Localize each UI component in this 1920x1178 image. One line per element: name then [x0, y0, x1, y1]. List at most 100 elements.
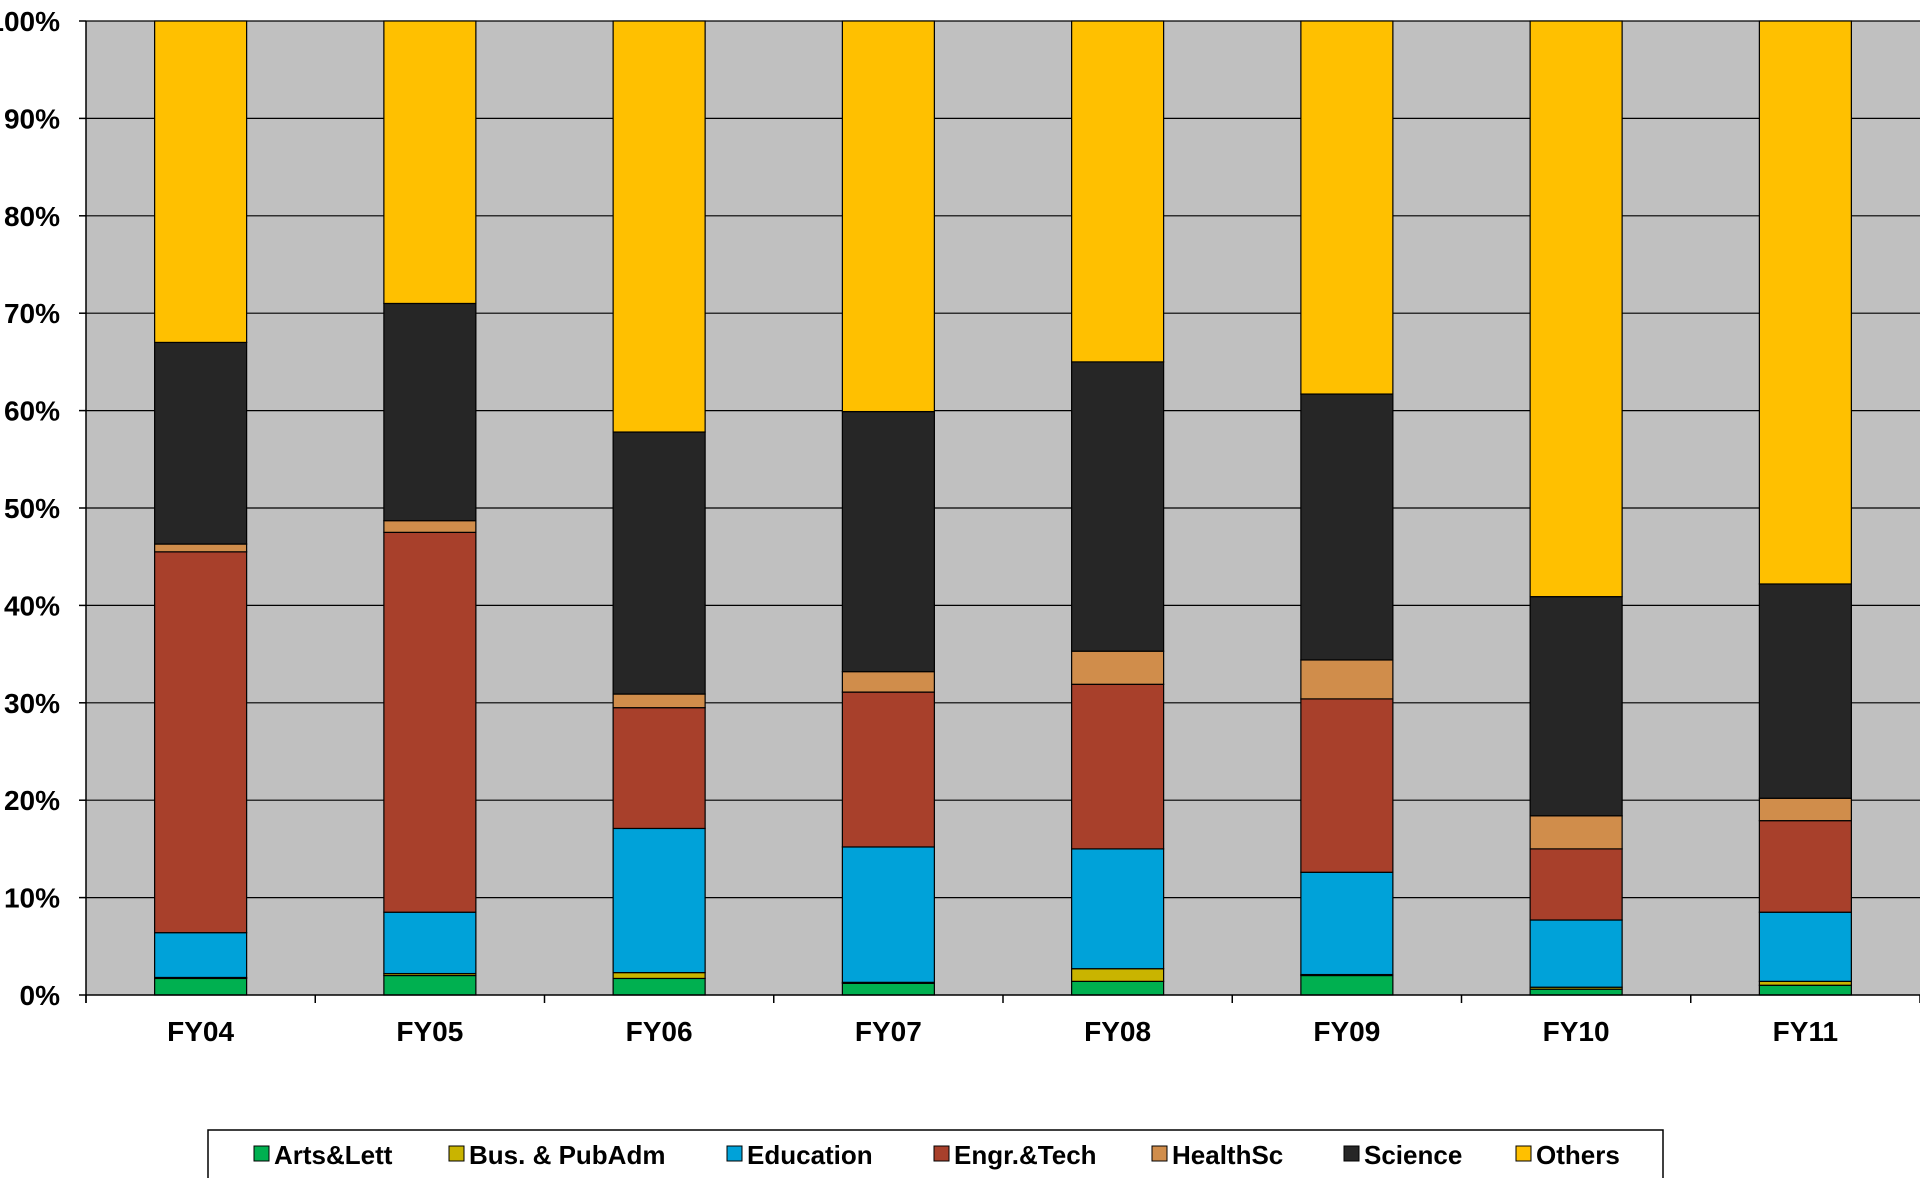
- bar-segment-fy08-healthsc: [1071, 650, 1165, 685]
- y-tick-label: 40%: [4, 590, 60, 621]
- legend-label: HealthSc: [1172, 1140, 1283, 1170]
- x-tick-label-fy06: FY06: [626, 1016, 693, 1047]
- bar-segment-fy07-engr-tech: [841, 691, 935, 848]
- bar-segment-fy06-engr-tech: [612, 707, 706, 830]
- y-tick-label: 90%: [4, 103, 60, 134]
- bar-segment-fy09-healthsc: [1300, 659, 1394, 700]
- bar-segment-fy10-education: [1529, 919, 1623, 988]
- bar-segment-fy05-others: [383, 20, 477, 305]
- y-tick-label: 80%: [4, 201, 60, 232]
- y-tick-label: 100%: [0, 6, 60, 37]
- legend-swatch: [933, 1145, 950, 1162]
- x-tick-label-fy04: FY04: [167, 1016, 234, 1047]
- bar-segment-fy11-science: [1758, 583, 1852, 799]
- bar-segment-fy07-arts-lett: [841, 982, 935, 996]
- bar-segment-fy05-engr-tech: [383, 531, 477, 913]
- y-axis-ticks: 0% 10% 20% 30% 40% 50% 60% 70% 80% 90% 100%: [0, 6, 86, 1011]
- bar-segment-fy08-bus-pubadm: [1071, 968, 1165, 982]
- bar-segment-fy04-science: [154, 341, 248, 545]
- bar-segment-fy04-arts-lett: [154, 977, 248, 996]
- bar-segment-fy09-education: [1300, 871, 1394, 976]
- bar-group-fy11: [1758, 20, 1852, 996]
- legend-label: Engr.&Tech: [954, 1140, 1097, 1170]
- bar-segment-fy08-science: [1071, 361, 1165, 652]
- bar-segment-fy09-others: [1300, 20, 1394, 395]
- legend-swatch: [448, 1145, 465, 1162]
- bar-group-fy09: [1300, 20, 1394, 996]
- y-tick-label: 10%: [4, 883, 60, 914]
- bar-segment-fy08-others: [1071, 20, 1165, 363]
- bar-group-fy10: [1529, 20, 1623, 996]
- legend: Arts&Lett Bus. & PubAdm Education Engr.&Tec…: [207, 1129, 1664, 1178]
- y-tick-label: 0%: [20, 980, 61, 1011]
- bar-segment-fy06-bus-pubadm: [612, 971, 706, 980]
- x-tick-label-fy09: FY09: [1313, 1016, 1380, 1047]
- bar-segment-fy11-engr-tech: [1758, 820, 1852, 913]
- x-tick-label-fy11: FY11: [1773, 1016, 1838, 1047]
- bar-segment-fy07-science: [841, 410, 935, 673]
- bar-segment-fy06-healthsc: [612, 693, 706, 709]
- x-tick-label-fy10: FY10: [1543, 1016, 1610, 1047]
- legend-label: Arts&Lett: [274, 1140, 393, 1170]
- bar-segment-fy09-arts-lett: [1300, 974, 1394, 996]
- y-tick-label: 50%: [4, 493, 60, 524]
- bar-segment-fy06-education: [612, 827, 706, 974]
- bar-group-fy07: [841, 20, 935, 996]
- bar-group-fy04: [154, 20, 248, 996]
- bar-segment-fy06-arts-lett: [612, 977, 706, 996]
- legend-item-others: Others: [1515, 1140, 1620, 1170]
- y-tick-label: 60%: [4, 396, 60, 427]
- bar-segment-fy05-science: [383, 302, 477, 522]
- bar-group-fy08: [1071, 20, 1165, 996]
- bar-segment-fy06-others: [612, 20, 706, 433]
- legend-swatch: [253, 1145, 270, 1162]
- y-tick-label: 70%: [4, 298, 60, 329]
- legend-swatch: [1515, 1145, 1532, 1162]
- bar-segment-fy11-arts-lett: [1758, 984, 1852, 996]
- bar-segment-fy09-science: [1300, 393, 1394, 661]
- legend-item-education: Education: [726, 1140, 873, 1170]
- legend-swatch: [1151, 1145, 1168, 1162]
- bar-segment-fy07-healthsc: [841, 671, 935, 693]
- bar-segment-fy08-arts-lett: [1071, 980, 1165, 996]
- legend-label: Science: [1364, 1140, 1462, 1170]
- bar-segment-fy10-others: [1529, 20, 1623, 598]
- bar-group-fy05: [383, 20, 477, 996]
- bar-segment-fy04-healthsc: [154, 543, 248, 553]
- bar-segment-fy11-education: [1758, 911, 1852, 982]
- bar-segment-fy08-education: [1071, 848, 1165, 970]
- y-tick-label: 20%: [4, 785, 60, 816]
- bar-segment-fy05-healthsc: [383, 520, 477, 533]
- x-tick-label-fy07: FY07: [855, 1016, 922, 1047]
- legend-item-science: Science: [1343, 1140, 1462, 1170]
- legend-item-healthsc: HealthSc: [1151, 1140, 1283, 1170]
- bar-segment-fy04-others: [154, 20, 248, 344]
- x-tick-label-fy08: FY08: [1084, 1016, 1151, 1047]
- bar-segment-fy07-others: [841, 20, 935, 413]
- bar-segment-fy05-arts-lett: [383, 974, 477, 996]
- bars: [154, 20, 1852, 996]
- bar-segment-fy09-engr-tech: [1300, 698, 1394, 873]
- bar-group-fy06: [612, 20, 706, 996]
- bar-segment-fy10-arts-lett: [1529, 988, 1623, 996]
- bar-segment-fy04-engr-tech: [154, 551, 248, 934]
- legend-item-arts-lett: Arts&Lett: [253, 1140, 393, 1170]
- x-axis-ticks: FY04 FY05 FY06 FY07 FY08 FY09 FY10 FY11: [85, 995, 1920, 1047]
- legend-swatch: [1343, 1145, 1360, 1162]
- legend-label: Education: [747, 1140, 873, 1170]
- bar-segment-fy11-healthsc: [1758, 797, 1852, 822]
- bar-segment-fy05-education: [383, 911, 477, 975]
- bar-segment-fy10-healthsc: [1529, 815, 1623, 850]
- y-tick-label: 30%: [4, 688, 60, 719]
- bar-segment-fy11-others: [1758, 20, 1852, 585]
- bar-segment-fy10-science: [1529, 596, 1623, 817]
- legend-swatch: [726, 1145, 743, 1162]
- legend-label: Bus. & PubAdm: [469, 1140, 665, 1170]
- legend-label: Others: [1536, 1140, 1620, 1170]
- legend-item-engr-tech: Engr.&Tech: [933, 1140, 1097, 1170]
- bar-segment-fy10-engr-tech: [1529, 848, 1623, 921]
- bar-segment-fy06-science: [612, 431, 706, 695]
- bar-segment-fy08-engr-tech: [1071, 683, 1165, 850]
